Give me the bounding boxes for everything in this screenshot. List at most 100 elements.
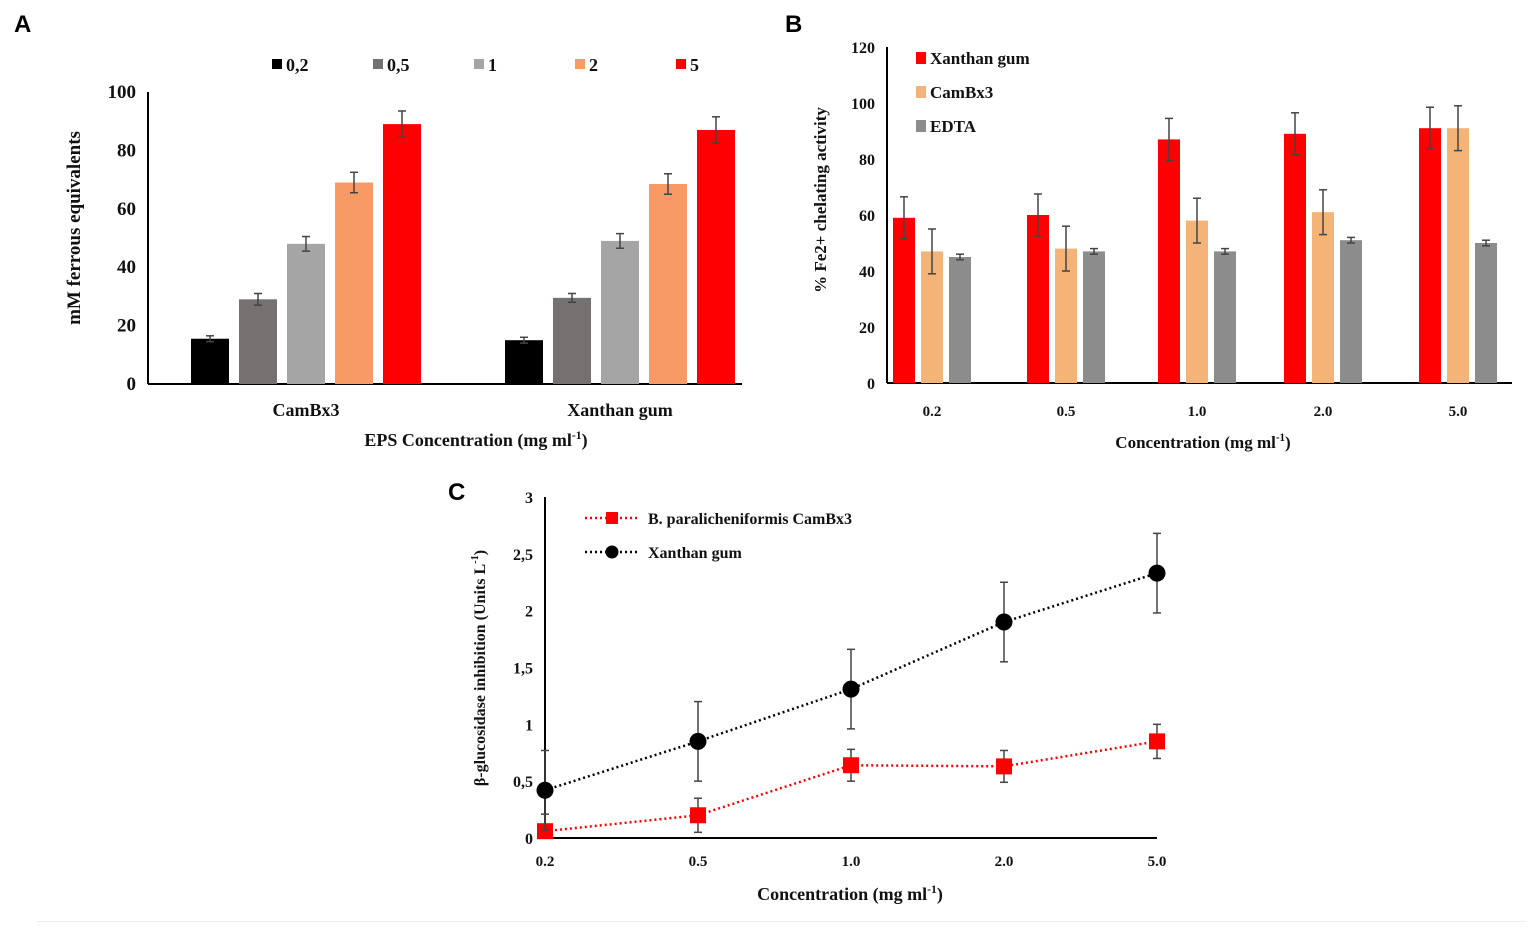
- panel-label-b: B: [785, 11, 802, 38]
- y-tick-label: 0: [127, 374, 137, 395]
- y-tick-label: 3: [525, 490, 533, 507]
- y-tick-label: 40: [117, 257, 136, 278]
- legend-label: Xanthan gum: [648, 545, 742, 562]
- x-tick-label: 1.0: [842, 854, 861, 870]
- x-tick-label: 0.2: [536, 854, 555, 870]
- x-tick-label: 2.0: [1314, 404, 1333, 420]
- bar: [1158, 139, 1180, 383]
- bar: [921, 251, 943, 383]
- bar: [1083, 251, 1105, 383]
- bar: [191, 338, 229, 384]
- bar: [1186, 220, 1208, 383]
- data-point: [843, 757, 859, 774]
- divider: [36, 921, 1526, 922]
- bar: [697, 129, 735, 384]
- data-point: [1148, 564, 1166, 582]
- x-tick-label: 0.5: [689, 854, 708, 870]
- y-tick-label: 1,5: [513, 661, 533, 678]
- y-tick-label: 100: [851, 96, 875, 113]
- y-tick-label: 80: [117, 140, 136, 161]
- legend-swatch: [916, 86, 926, 98]
- legend-swatch: [916, 120, 926, 132]
- legend-swatch: [676, 59, 686, 69]
- bar: [1475, 243, 1497, 383]
- bar: [1284, 133, 1306, 383]
- legend-swatch: [916, 52, 926, 64]
- panel-label-a: A: [14, 11, 31, 38]
- y-tick-label: 2,5: [513, 547, 533, 564]
- y-tick-label: 40: [859, 264, 875, 281]
- chart-a: 0 20 40 60 80 100 CamBx3 Xanthan gum 0,2 0,5 1 2 5 EP…: [64, 55, 742, 451]
- data-point: [536, 781, 554, 799]
- legend-label: B. paralicheniformis CamBx3: [648, 511, 852, 528]
- data-point: [996, 758, 1012, 775]
- legend-swatch: [272, 59, 282, 69]
- bar: [287, 243, 325, 384]
- bar: [1312, 212, 1334, 383]
- legend-label: 1: [488, 55, 497, 75]
- legend-marker: [605, 545, 619, 559]
- bar: [1340, 240, 1362, 383]
- bar: [601, 240, 639, 384]
- bar: [1214, 251, 1236, 383]
- x-tick-label: CamBx3: [273, 400, 340, 420]
- data-point: [842, 680, 860, 698]
- bar: [239, 299, 277, 384]
- legend-label: Xanthan gum: [930, 49, 1030, 68]
- x-tick-label: 5.0: [1449, 404, 1468, 420]
- y-axis-title: % Fe2+ chelating activity: [811, 107, 830, 293]
- x-tick-label: 0.5: [1057, 404, 1076, 420]
- y-axis-title: mM ferrous equivalents: [64, 131, 85, 325]
- data-point: [995, 613, 1013, 631]
- bar: [383, 124, 421, 385]
- legend-swatch: [373, 59, 383, 69]
- bar: [949, 257, 971, 383]
- y-tick-label: 60: [117, 199, 136, 220]
- x-tick-label: 0.2: [923, 404, 942, 420]
- data-point: [689, 732, 707, 750]
- y-tick-label: 120: [851, 40, 875, 57]
- legend-marker: [606, 512, 618, 524]
- y-tick-label: 0,5: [513, 774, 533, 791]
- bar: [335, 182, 373, 384]
- y-tick-label: 1: [525, 717, 533, 734]
- panel-label-c: C: [448, 479, 465, 506]
- legend-label: 0,2: [286, 55, 309, 75]
- y-tick-label: 0: [867, 376, 875, 393]
- y-tick-label: 80: [859, 152, 875, 169]
- y-tick-label: 0: [525, 831, 533, 848]
- legend-swatch: [575, 59, 585, 69]
- bar: [1055, 248, 1077, 383]
- legend-label: CamBx3: [930, 83, 993, 102]
- legend-label: 0,5: [387, 55, 410, 75]
- chart-c: 0 0,5 1 1,5 2 2,5 3 0.2 0.5 1.0 2.0 5.0 B. paraliche…: [470, 490, 1166, 905]
- y-tick-label: 20: [117, 316, 136, 337]
- y-tick-label: 60: [859, 208, 875, 225]
- bar: [553, 297, 591, 384]
- bar: [1447, 128, 1469, 383]
- data-point: [537, 823, 553, 840]
- legend-label: 5: [690, 55, 699, 75]
- x-axis-title: Concentration (mg ml-1): [1115, 432, 1290, 452]
- y-tick-label: 100: [108, 82, 137, 103]
- legend-swatch: [474, 59, 484, 69]
- x-axis-title: EPS Concentration (mg ml-1): [364, 429, 587, 451]
- bar: [649, 183, 687, 384]
- bar: [893, 217, 915, 383]
- legend-label: 2: [589, 55, 598, 75]
- bar: [505, 340, 543, 384]
- legend-label: EDTA: [930, 117, 977, 136]
- data-point: [690, 807, 706, 824]
- data-point: [1149, 733, 1165, 750]
- x-tick-label: 1.0: [1188, 404, 1207, 420]
- bar: [1419, 128, 1441, 383]
- bar: [1027, 215, 1049, 383]
- x-tick-label: 5.0: [1148, 854, 1167, 870]
- y-tick-label: 20: [859, 320, 875, 337]
- x-axis-title: Concentration (mg ml-1): [757, 883, 943, 905]
- chart-b: 0 20 40 60 80 100 120 0.2 0.5 1.0 2.0 5.0 Xanthan gu…: [811, 40, 1512, 452]
- y-axis-title: β-glucosidase inhibition (Units L-1): [470, 550, 489, 786]
- x-tick-label: 2.0: [995, 854, 1014, 870]
- y-tick-label: 2: [525, 604, 533, 621]
